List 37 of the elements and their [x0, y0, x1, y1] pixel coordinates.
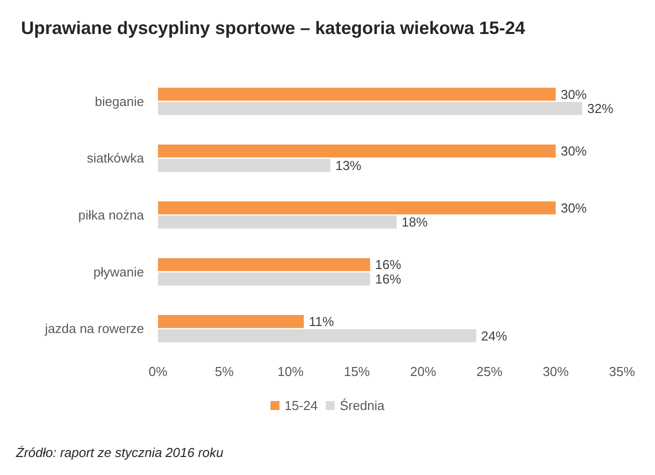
x-tick-label: 25%	[476, 364, 503, 379]
x-tick-label: 35%	[608, 364, 636, 379]
data-label: 30%	[560, 144, 588, 159]
bar	[158, 158, 330, 172]
y-tick-label: piłka nożna	[78, 208, 145, 222]
x-tick-label: 15%	[344, 364, 370, 379]
bar	[158, 329, 476, 342]
y-tick-label: bieganie	[94, 94, 144, 109]
data-label: 16%	[375, 271, 402, 286]
data-label: 18%	[402, 214, 428, 230]
text: Źródło: raport ze stycznia 2016 roku	[15, 445, 224, 460]
data-label: 32%	[587, 101, 614, 116]
bar	[158, 201, 556, 214]
bar	[158, 258, 370, 272]
data-label: 11%	[308, 314, 334, 329]
data-label: 16%	[375, 257, 402, 272]
x-tick-label: 10%	[278, 364, 304, 379]
legend-label: Średnia	[340, 398, 386, 413]
data-label: 24%	[481, 328, 508, 344]
bar	[158, 272, 370, 286]
bar	[158, 144, 556, 158]
bar	[158, 216, 397, 229]
x-tick-label: 20%	[410, 364, 437, 379]
data-label: 13%	[335, 158, 362, 173]
bar	[158, 314, 304, 328]
bar	[158, 88, 556, 101]
legend-label: 15-24	[284, 398, 318, 413]
chart-title: Uprawiane dyscypliny sportowe – kategoria wiekowa 15-24	[21, 18, 526, 38]
x-tick-label: 30%	[542, 364, 570, 379]
data-label: 30%	[560, 200, 588, 216]
x-tick-label: 5%	[214, 364, 234, 379]
y-tick-label: jazda na rowerze	[44, 321, 144, 336]
x-tick-label: 0%	[148, 364, 168, 379]
y-tick-label: pływanie	[93, 264, 144, 280]
y-tick-label: siatkówka	[86, 150, 145, 166]
data-label: 30%	[560, 86, 588, 102]
bar	[158, 102, 582, 116]
